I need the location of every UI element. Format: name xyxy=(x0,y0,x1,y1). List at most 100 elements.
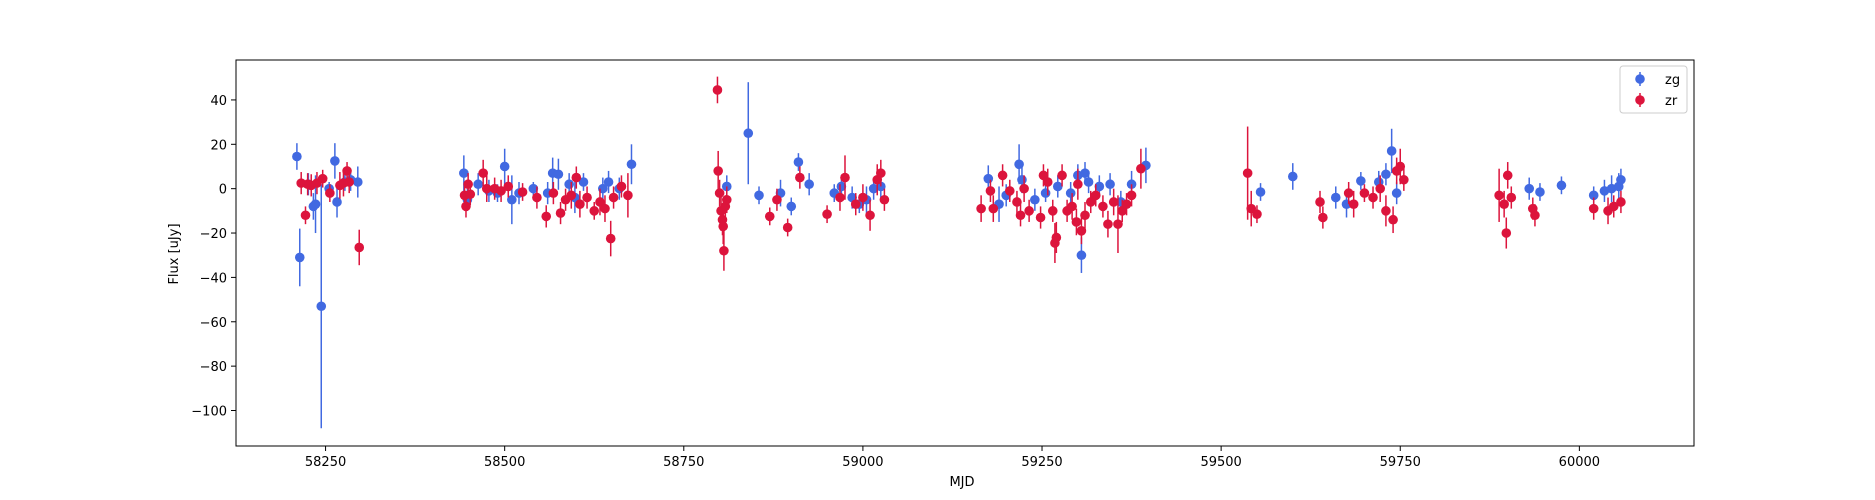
data-point-zg xyxy=(1381,169,1391,180)
data-point-zr xyxy=(342,166,352,176)
data-point-zr xyxy=(317,173,328,184)
data-point-zr xyxy=(772,194,782,205)
y-tick-label: 20 xyxy=(210,138,227,153)
data-point-zr xyxy=(1502,170,1513,181)
data-point-zr xyxy=(503,181,514,192)
data-point-zr xyxy=(840,172,850,183)
data-point-zr xyxy=(1047,206,1058,216)
data-point-zr xyxy=(1616,197,1626,207)
series-zr xyxy=(296,76,1626,271)
data-point-zg xyxy=(1330,192,1341,203)
data-point-zr xyxy=(623,190,633,201)
data-point-zg xyxy=(473,179,483,190)
data-point-zr xyxy=(478,168,488,178)
data-point-zr xyxy=(517,187,528,197)
data-point-zg xyxy=(1094,181,1105,192)
data-point-zr xyxy=(616,181,627,192)
data-point-zg xyxy=(352,177,363,187)
data-point-zr xyxy=(496,186,506,196)
data-point-zr xyxy=(714,188,725,198)
data-point-zr xyxy=(461,201,471,212)
data-point-zg xyxy=(1287,171,1298,182)
data-point-zr xyxy=(1395,161,1406,172)
data-point-zr xyxy=(1042,177,1053,187)
data-point-zg xyxy=(626,159,637,170)
data-point-zg xyxy=(1616,174,1626,185)
data-point-zr xyxy=(548,188,559,198)
data-point-zr xyxy=(481,183,492,194)
data-point-zr xyxy=(608,192,619,203)
data-point-zg xyxy=(1040,188,1051,198)
data-point-zg xyxy=(310,199,321,209)
data-point-zg xyxy=(553,169,564,180)
data-point-zr xyxy=(997,170,1008,181)
axes-layer: 58250 58500 58750 59000 59250 59500 59750 60000… xyxy=(191,59,1695,470)
y-tick-label: 40 xyxy=(210,94,227,109)
data-point-zr xyxy=(566,190,577,201)
data-point-zr xyxy=(354,242,365,253)
data-point-zr xyxy=(465,189,476,200)
data-point-zr xyxy=(795,172,805,183)
data-point-zr xyxy=(782,222,793,233)
data-point-zg xyxy=(836,181,847,192)
data-point-zr xyxy=(1242,168,1253,178)
data-point-zr xyxy=(1318,212,1328,223)
data-point-zr xyxy=(1501,228,1512,238)
data-point-zg xyxy=(294,252,305,263)
data-point-zg xyxy=(507,194,517,205)
legend-marker-zr xyxy=(1635,95,1645,105)
data-point-zr xyxy=(325,188,335,198)
data-point-zg xyxy=(603,177,614,187)
data-point-zr xyxy=(1019,183,1029,194)
data-point-zr xyxy=(1015,210,1026,221)
data-point-zg xyxy=(1052,181,1063,192)
data-point-zg xyxy=(578,177,589,187)
data-point-zg xyxy=(804,179,814,190)
data-clip-group xyxy=(292,76,1626,429)
data-point-zg xyxy=(793,157,804,167)
data-point-zr xyxy=(1399,174,1409,185)
y-tick-label: −40 xyxy=(200,271,227,286)
data-point-zg xyxy=(499,161,510,172)
data-point-zr xyxy=(1530,210,1540,221)
data-point-zr xyxy=(1608,201,1619,212)
data-point-zr xyxy=(1113,219,1123,229)
data-point-zr xyxy=(1067,201,1077,212)
legend-marker-zg xyxy=(1635,74,1645,84)
data-point-zr xyxy=(1388,214,1398,225)
data-point-zr xyxy=(1085,197,1096,207)
data-point-zr xyxy=(858,192,868,203)
data-point-zr xyxy=(1103,219,1113,229)
y-tick-label: −60 xyxy=(200,316,227,331)
data-point-zr xyxy=(555,208,566,218)
data-point-zr xyxy=(1004,186,1015,196)
data-point-zr xyxy=(605,233,616,244)
data-point-zr xyxy=(1348,199,1359,209)
y-tick-label: −100 xyxy=(191,405,227,420)
data-point-zg xyxy=(316,301,327,312)
x-tick-label: 58250 xyxy=(305,455,346,470)
data-point-zg xyxy=(528,183,539,194)
data-point-zg xyxy=(292,151,302,162)
data-point-zr xyxy=(541,211,552,222)
data-point-zr xyxy=(988,203,999,214)
data-point-zr xyxy=(712,85,723,95)
data-point-zr xyxy=(719,245,729,256)
data-point-zr xyxy=(985,186,996,196)
data-point-zg xyxy=(1535,187,1545,197)
data-point-zr xyxy=(1375,183,1385,194)
data-point-zr xyxy=(1073,179,1083,190)
data-point-zr xyxy=(1080,210,1090,221)
data-point-zg xyxy=(1065,188,1076,198)
data-point-zr xyxy=(721,194,732,205)
data-point-zr xyxy=(1368,192,1378,203)
data-point-zr xyxy=(865,210,875,221)
data-point-zr xyxy=(532,192,542,203)
data-point-zg xyxy=(1083,177,1094,187)
x-tick-label: 59750 xyxy=(1380,455,1421,470)
data-point-zr xyxy=(718,221,728,232)
y-tick-label: −20 xyxy=(200,227,227,242)
data-point-zr xyxy=(822,209,832,219)
